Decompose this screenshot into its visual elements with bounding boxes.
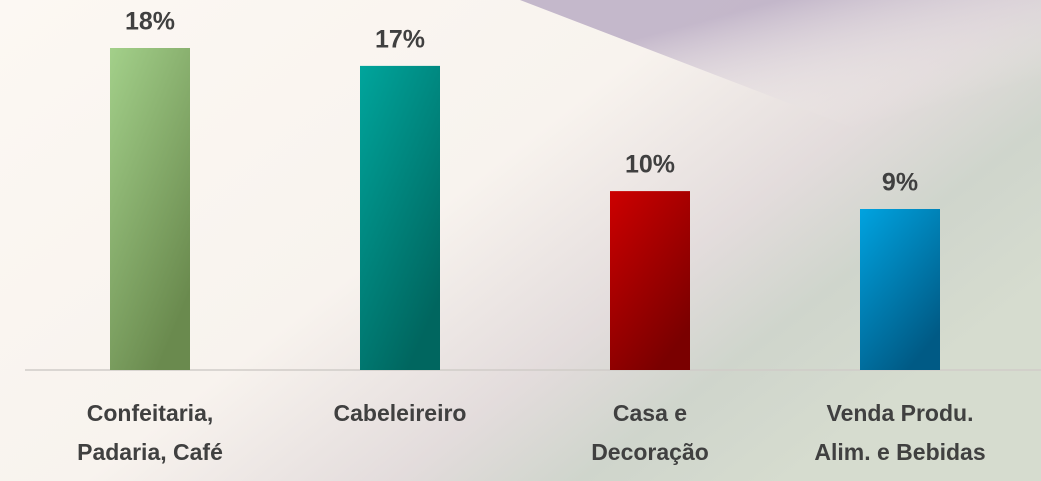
label-line: Casa e bbox=[613, 400, 687, 426]
value-label: 17% bbox=[375, 25, 425, 53]
x-tick-label: Venda Produ. Alim. e Bebidas bbox=[814, 400, 985, 465]
value-label: 10% bbox=[625, 151, 675, 179]
label-line: Padaria, Café bbox=[77, 439, 223, 465]
label-line: Venda Produ. bbox=[827, 400, 974, 426]
label-line: Confeitaria, bbox=[87, 400, 214, 426]
bar bbox=[110, 48, 190, 370]
value-label: 18% bbox=[125, 8, 175, 36]
label-line: Decoração bbox=[591, 439, 709, 465]
label-line: Alim. e Bebidas bbox=[814, 439, 985, 465]
background-shade bbox=[520, 0, 1041, 200]
bar bbox=[860, 209, 940, 370]
x-tick-label: Confeitaria, Padaria, Café bbox=[77, 400, 223, 465]
bar bbox=[360, 65, 440, 370]
x-tick-label: Cabeleireiro bbox=[334, 400, 467, 426]
x-tick-label: Casa e Decoração bbox=[591, 400, 709, 465]
bar bbox=[610, 191, 690, 370]
value-label: 9% bbox=[882, 169, 918, 197]
